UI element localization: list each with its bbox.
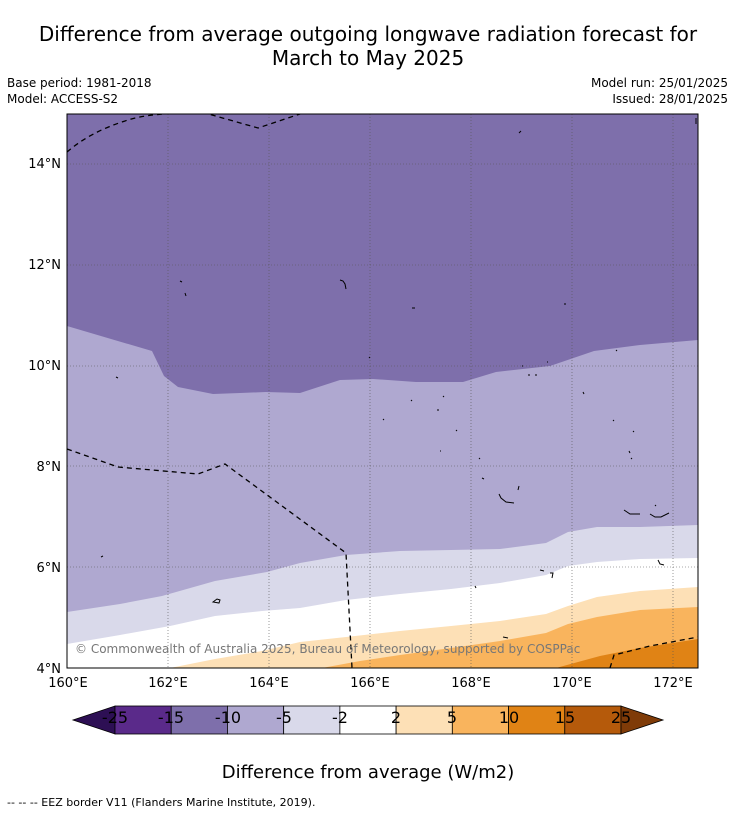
fill-10-to-15 xyxy=(556,639,698,668)
colorbar-high-extension xyxy=(620,705,665,735)
chart-title: Difference from average outgoing longwav… xyxy=(0,22,736,70)
lat-label: 14°N xyxy=(28,157,61,172)
colorbar-tick-label: -5 xyxy=(276,708,292,727)
fill-minus-15-to-10 xyxy=(67,114,698,394)
model-name: Model: ACCESS-S2 xyxy=(7,92,119,106)
lon-label: 170°E xyxy=(552,676,592,691)
colorbar-tick-label: -2 xyxy=(332,708,348,727)
lon-label: 160°E xyxy=(48,676,88,691)
colorbar-tick-label: -15 xyxy=(157,708,185,727)
longitude-labels: 160°E 162°E 164°E 166°E 168°E 170°E 172°… xyxy=(48,676,693,691)
lat-label: 6°N xyxy=(37,561,62,576)
title-line-1: Difference from average outgoing longwav… xyxy=(38,22,698,46)
colorbar-title: Difference from average (W/m2) xyxy=(221,762,515,783)
colorbar-tick-label: 2 xyxy=(390,708,402,727)
lat-label: 4°N xyxy=(37,662,62,677)
lon-label: 166°E xyxy=(350,676,390,691)
colorbar-swatch xyxy=(564,705,622,735)
fill-5-to-10 xyxy=(322,607,698,668)
colorbar-tick-label: 5 xyxy=(446,708,458,727)
colorbar-tick-label: -25 xyxy=(101,708,129,727)
eez-border xyxy=(67,114,698,668)
title-line-2: March to May 2025 xyxy=(271,46,465,70)
lon-label: 164°E xyxy=(249,676,289,691)
lon-label: 172°E xyxy=(653,676,693,691)
meta-left: Base period: 1981-2018 Model: ACCESS-S2 xyxy=(7,75,152,107)
graticule xyxy=(67,114,698,668)
islands xyxy=(100,118,697,639)
base-period: Base period: 1981-2018 xyxy=(7,76,152,90)
colorbar-swatch xyxy=(227,705,285,735)
lon-label: 162°E xyxy=(148,676,188,691)
copyright-text: © Commonwealth of Australia 2025, Bureau… xyxy=(75,642,580,656)
issued-date: Issued: 28/01/2025 xyxy=(612,92,728,106)
colorbar-tick-label: -10 xyxy=(214,708,242,727)
meta-right: Model run: 25/01/2025 Issued: 28/01/2025 xyxy=(591,75,728,107)
colorbar-swatch xyxy=(395,705,453,735)
footnote: -- -- -- EEZ border V11 (Flanders Marine… xyxy=(7,796,316,809)
colorbar-swatch xyxy=(508,705,566,735)
lon-label: 168°E xyxy=(451,676,491,691)
map-fills xyxy=(67,114,698,668)
map-frame xyxy=(66,113,699,669)
model-run: Model run: 25/01/2025 xyxy=(590,76,728,90)
latitude-labels: 14°N 12°N 10°N 8°N 6°N 4°N xyxy=(28,157,61,677)
colorbar-tick-label: 25 xyxy=(610,708,632,727)
lat-label: 12°N xyxy=(28,258,61,273)
colorbar-tick-label: 15 xyxy=(554,708,576,727)
lat-label: 10°N xyxy=(28,359,61,374)
colorbar-swatch xyxy=(170,705,228,735)
colorbar-tick-label: 10 xyxy=(498,708,520,727)
lat-label: 8°N xyxy=(37,460,62,475)
colorbar xyxy=(71,705,665,735)
